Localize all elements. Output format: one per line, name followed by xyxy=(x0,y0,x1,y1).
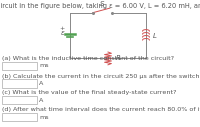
Text: ms: ms xyxy=(39,115,49,120)
Text: A: A xyxy=(39,81,43,86)
Text: ms: ms xyxy=(39,63,49,68)
Text: ε: ε xyxy=(61,30,64,36)
Text: (c) What is the value of the final steady-state current?: (c) What is the value of the final stead… xyxy=(2,90,176,95)
FancyBboxPatch shape xyxy=(2,62,37,70)
Text: R: R xyxy=(116,55,120,61)
Text: Consider the circuit in the figure below, taking ε = 6.00 V, L = 6.20 mH, and R : Consider the circuit in the figure below… xyxy=(0,3,200,9)
Text: L: L xyxy=(153,33,157,39)
Text: A: A xyxy=(39,98,43,103)
Text: (a) What is the inductive time constant of the circuit?: (a) What is the inductive time constant … xyxy=(2,56,174,61)
Text: +: + xyxy=(60,26,65,31)
FancyBboxPatch shape xyxy=(2,96,37,104)
FancyBboxPatch shape xyxy=(2,79,37,88)
Text: (b) Calculate the current in the circuit 250 μs after the switch is closed.: (b) Calculate the current in the circuit… xyxy=(2,74,200,79)
FancyBboxPatch shape xyxy=(2,113,37,121)
Text: (d) After what time interval does the current reach 80.0% of its maximum value?: (d) After what time interval does the cu… xyxy=(2,107,200,112)
Text: S: S xyxy=(100,1,105,7)
